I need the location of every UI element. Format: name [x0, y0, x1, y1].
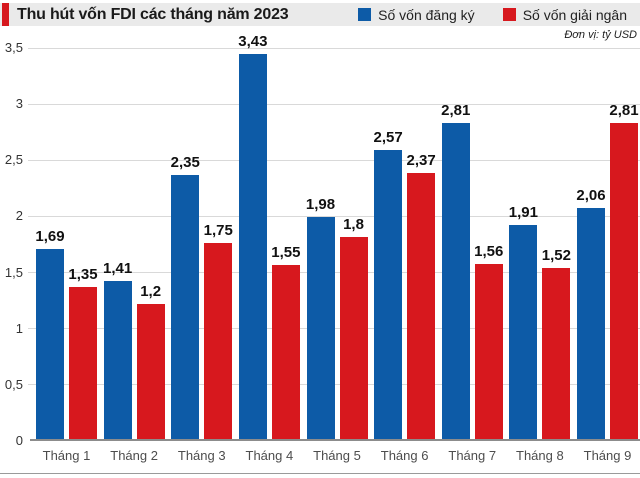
bar-disbursed: 1,2 — [136, 283, 165, 439]
gridline — [28, 159, 640, 161]
x-tick-label: Tháng 4 — [245, 448, 294, 463]
bar-value-label: 2,81 — [441, 102, 471, 120]
y-axis: 0 0,5 1 1,5 2 2,5 3 3,5 — [0, 40, 23, 448]
bar-value-label: 1,35 — [68, 266, 98, 284]
bar-value-label: 1,41 — [103, 259, 133, 277]
unit-note: Đơn vị: tỷ USD — [564, 29, 637, 41]
bar-registered: 2,06 — [576, 187, 606, 439]
y-tick-label: 3,5 — [4, 40, 23, 55]
bar-value-label: 1,2 — [140, 283, 162, 301]
x-tick-label: Tháng 1 — [42, 448, 91, 463]
bar-value-label: 3,43 — [238, 32, 268, 50]
bar-disbursed: 1,55 — [271, 244, 300, 439]
gridline — [28, 47, 640, 49]
bar-group: 1,69 1,35 — [35, 228, 98, 439]
x-tick-label: Tháng 6 — [380, 448, 429, 463]
x-tick-label: Tháng 8 — [516, 448, 564, 463]
chart-title: Thu hút vốn FDI các tháng năm 2023 — [17, 5, 289, 23]
bar-group: 2,35 1,75 — [171, 154, 233, 439]
bar-value-label: 1,75 — [203, 221, 233, 239]
y-tick-label: 1 — [15, 320, 23, 336]
bar-value-label: 1,56 — [474, 242, 504, 260]
title-accent-bar — [2, 3, 9, 26]
bar-value-label: 1,55 — [271, 243, 301, 261]
y-tick-label: 0,5 — [4, 376, 23, 392]
chart-legend: Số vốn đăng ký Số vốn giải ngân — [358, 3, 627, 26]
bar-disbursed: 1,35 — [68, 266, 98, 439]
legend-item: Số vốn giải ngân — [502, 6, 627, 23]
bar-registered: 1,69 — [35, 228, 65, 439]
x-tick-label: Tháng 9 — [583, 448, 632, 463]
x-tick-label: Tháng 7 — [448, 448, 497, 463]
bottom-divider — [0, 473, 640, 474]
bar-disbursed: 1,52 — [542, 247, 571, 439]
x-axis: Tháng 1 Tháng 2 Tháng 3 Tháng 4 Tháng 5 Tháng… — [30, 448, 640, 463]
bar-value-label: 1,8 — [343, 215, 364, 233]
gridline — [28, 215, 640, 217]
bar-group: 3,43 1,55 — [238, 33, 300, 439]
bar-value-label: 1,52 — [541, 247, 571, 265]
bar-group: 2,06 2,81 — [576, 102, 639, 439]
bar-registered: 1,98 — [306, 196, 335, 439]
bar-registered: 2,35 — [171, 154, 200, 439]
bar-value-label: 2,06 — [576, 186, 606, 204]
bar-value-label: 1,69 — [35, 228, 65, 246]
bar-group: 2,81 1,56 — [441, 102, 503, 439]
bar-disbursed: 2,81 — [609, 102, 639, 439]
bar-registered: 2,81 — [441, 102, 470, 439]
legend-label: Số vốn đăng ký — [378, 6, 475, 23]
y-tick-label: 2 — [15, 208, 23, 224]
bar-group: 2,57 2,37 — [374, 129, 436, 439]
x-tick-label: Tháng 3 — [177, 448, 226, 463]
y-tick-label: 0 — [15, 433, 23, 448]
bar-value-label: 2,57 — [373, 129, 403, 147]
bar-disbursed: 1,8 — [339, 216, 368, 439]
bar-registered: 1,41 — [103, 260, 132, 439]
bar-disbursed: 1,56 — [474, 243, 503, 439]
x-tick-label: Tháng 5 — [313, 448, 361, 463]
legend-item: Số vốn đăng ký — [358, 7, 475, 23]
bar-registered: 3,43 — [238, 33, 267, 439]
legend-swatch-icon — [358, 8, 372, 21]
bar-value-label: 2,35 — [170, 154, 200, 172]
bar-registered: 2,57 — [374, 129, 403, 439]
bar-value-label: 1,91 — [508, 203, 538, 221]
bar-disbursed: 1,75 — [204, 222, 233, 439]
bar-disbursed: 2,37 — [407, 152, 436, 439]
bar-group: 1,98 1,8 — [306, 196, 368, 439]
bar-group: 1,91 1,52 — [509, 204, 571, 439]
gridline — [28, 103, 640, 105]
legend-swatch-icon — [502, 8, 516, 21]
plot-area: 1,69 1,35 1,41 1,2 2,35 1,75 3,43 1,55 1,98 1,8 2,… — [28, 33, 640, 441]
y-tick-label: 2,5 — [4, 152, 23, 168]
chart-header: Thu hút vốn FDI các tháng năm 2023 Số vố… — [0, 3, 640, 26]
bar-value-label: 2,81 — [609, 102, 639, 120]
bar-groups: 1,69 1,35 1,41 1,2 2,35 1,75 3,43 1,55 1,98 1,8 2,… — [30, 33, 640, 439]
bar-value-label: 2,37 — [406, 151, 436, 169]
legend-label: Số vốn giải ngân — [522, 6, 627, 23]
y-tick-label: 1,5 — [4, 264, 23, 280]
bar-registered: 1,91 — [509, 204, 538, 439]
y-tick-label: 3 — [15, 96, 23, 112]
bar-value-label: 1,98 — [305, 195, 336, 213]
bar-group: 1,41 1,2 — [103, 260, 165, 439]
x-tick-label: Tháng 2 — [110, 448, 158, 463]
